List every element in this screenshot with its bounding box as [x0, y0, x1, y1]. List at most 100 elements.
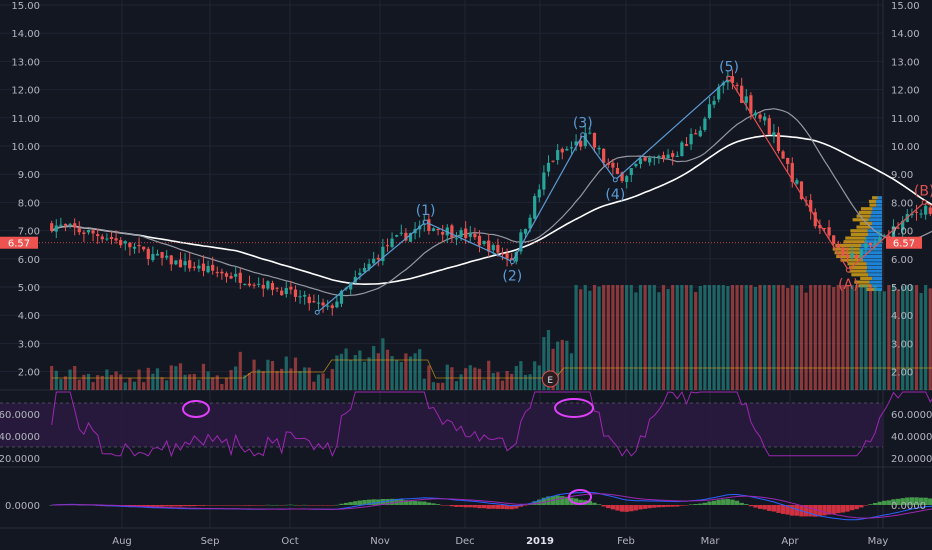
volume-bar — [606, 285, 610, 390]
candle-body — [358, 272, 362, 275]
candle-body — [643, 157, 647, 161]
macd-histogram-bar — [422, 501, 427, 505]
macd-histogram-bar — [330, 505, 335, 506]
macd-histogram-bar — [491, 505, 496, 509]
macd-histogram-bar — [532, 501, 537, 505]
time-tick: Sep — [201, 536, 220, 547]
candle-body — [717, 87, 721, 100]
macd-histogram-bar — [845, 505, 850, 512]
profile-bar-up — [872, 196, 878, 200]
macd-histogram-bar — [895, 498, 901, 505]
earnings-markers[interactable]: EEE — [541, 370, 932, 388]
volume-bar — [533, 361, 537, 390]
volume-bar — [694, 291, 698, 390]
volume-bar — [372, 346, 376, 390]
profile-bar-down — [859, 247, 882, 251]
elliott-waves[interactable]: (1)(2)(3)(4)(5)(A)(B)(C)(1)(2)(3)(4)(5) — [314, 59, 932, 321]
candle-body — [59, 224, 63, 226]
profile-bar-down — [863, 258, 882, 262]
macd-histogram-bar — [753, 505, 758, 508]
macd-histogram-bar — [578, 499, 583, 505]
macd-histogram-bar — [633, 505, 639, 511]
profile-bar-up — [847, 262, 867, 266]
candle-body — [565, 148, 569, 151]
candle-body — [546, 162, 551, 172]
macd-histogram-bar — [813, 505, 818, 517]
macd-histogram-bar — [454, 505, 459, 507]
macd-histogram-bar — [514, 505, 519, 509]
candle-body — [781, 151, 785, 159]
volume-bar — [275, 370, 279, 390]
time-tick: Apr — [781, 536, 799, 547]
volume-bar — [905, 285, 909, 390]
macd-histogram-bar — [261, 505, 266, 506]
volume-bar — [602, 285, 606, 390]
macd-tick-right: 0.0000 — [891, 501, 926, 512]
profile-bar-down — [867, 232, 882, 237]
macd-histogram-bar — [794, 505, 800, 516]
macd-tick-left: 0.0000 — [5, 501, 40, 512]
price-tick-left: 9.00 — [18, 170, 40, 181]
volume-bar — [832, 287, 836, 390]
macd-histogram-bar — [270, 504, 275, 506]
macd-histogram-bar — [836, 505, 841, 514]
volume-bar — [675, 285, 679, 390]
volume-bar — [408, 356, 413, 390]
candle-body — [326, 305, 330, 307]
volume-bar — [740, 285, 744, 390]
macd-histogram-bar — [348, 502, 353, 505]
volume-bar — [551, 348, 555, 390]
highlight-circle — [554, 398, 594, 418]
macd-histogram-bar — [702, 502, 708, 505]
volume-bar — [96, 375, 100, 390]
price-tick-left: 2.00 — [18, 368, 40, 379]
price-tick-right: 4.00 — [891, 311, 913, 322]
macd-histogram-bar — [546, 496, 551, 505]
profile-bar-up — [851, 273, 869, 277]
macd-histogram-bar — [196, 505, 202, 506]
wave-label: (3) — [573, 116, 593, 132]
volume-bar — [546, 330, 551, 390]
macd-histogram-bar — [468, 505, 473, 508]
price-tick-left: 5.00 — [18, 283, 40, 294]
volume-bar — [404, 353, 408, 390]
candle-body — [482, 240, 486, 244]
time-tick: Mar — [701, 536, 721, 547]
volume-bar — [707, 285, 712, 390]
candle-body — [703, 118, 707, 130]
highlight-circle — [568, 489, 592, 505]
wave-point — [921, 199, 927, 205]
earnings-marker — [541, 370, 559, 388]
volume-bar — [910, 285, 914, 390]
macd-histogram-bar — [385, 498, 390, 505]
profile-bar-down — [866, 262, 882, 266]
macd-histogram-bar — [256, 505, 261, 506]
macd-histogram-bar — [353, 501, 358, 505]
macd-histogram-bar — [744, 504, 749, 505]
price-tick-right: 10.00 — [891, 142, 920, 153]
volume-bar — [597, 286, 601, 390]
volume-bar — [588, 290, 592, 390]
candle-body — [625, 176, 629, 182]
macd-histogram-bar — [371, 499, 376, 505]
volume-bar — [698, 286, 702, 390]
profile-bar-up — [854, 280, 870, 284]
profile-bar-down — [866, 269, 882, 273]
time-tick: Oct — [281, 536, 298, 547]
volume-bar — [303, 367, 307, 390]
volume-bar — [809, 285, 813, 390]
candle-body — [491, 245, 495, 251]
candle-body — [832, 235, 836, 244]
time-tick: Feb — [617, 536, 635, 547]
volume-bar — [482, 379, 486, 390]
volume-bar — [188, 374, 192, 390]
volume-bar — [211, 377, 215, 390]
candle-body — [864, 243, 868, 248]
candle-body — [666, 154, 670, 159]
candle-body — [73, 223, 77, 228]
volume-bar — [634, 292, 638, 390]
macd-histogram-bar — [762, 505, 767, 510]
volume-bar — [896, 289, 900, 390]
candle-body — [638, 158, 643, 164]
macd-histogram-bar — [279, 505, 284, 506]
